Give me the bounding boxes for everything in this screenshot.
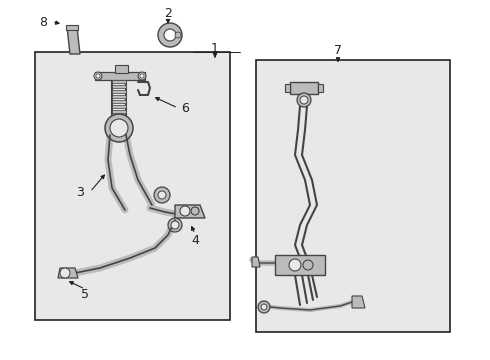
Polygon shape xyxy=(115,65,128,73)
Circle shape xyxy=(261,304,267,310)
Circle shape xyxy=(289,259,301,271)
Text: 1: 1 xyxy=(211,41,219,54)
Polygon shape xyxy=(318,84,323,92)
Circle shape xyxy=(171,221,179,229)
Polygon shape xyxy=(112,105,126,108)
Circle shape xyxy=(164,29,176,41)
Circle shape xyxy=(94,72,102,80)
Text: 5: 5 xyxy=(81,288,89,302)
Circle shape xyxy=(300,96,308,104)
Circle shape xyxy=(180,206,190,216)
Circle shape xyxy=(175,32,181,38)
Text: 3: 3 xyxy=(76,185,84,198)
Circle shape xyxy=(258,301,270,313)
Polygon shape xyxy=(112,95,126,98)
Text: 7: 7 xyxy=(334,44,342,57)
Circle shape xyxy=(96,74,100,78)
Circle shape xyxy=(158,191,166,199)
Polygon shape xyxy=(112,85,126,88)
Text: 2: 2 xyxy=(164,6,172,19)
Polygon shape xyxy=(67,27,80,54)
Text: 8: 8 xyxy=(39,15,47,28)
Text: 4: 4 xyxy=(191,234,199,247)
Polygon shape xyxy=(352,296,365,308)
Polygon shape xyxy=(58,268,78,278)
Circle shape xyxy=(140,74,144,78)
Polygon shape xyxy=(275,255,325,275)
Polygon shape xyxy=(252,257,260,267)
Circle shape xyxy=(303,260,313,270)
Text: 6: 6 xyxy=(181,102,189,114)
Circle shape xyxy=(158,23,182,47)
Circle shape xyxy=(60,268,70,278)
Circle shape xyxy=(297,93,311,107)
Polygon shape xyxy=(66,25,78,30)
Polygon shape xyxy=(112,80,126,83)
Polygon shape xyxy=(95,72,145,80)
Circle shape xyxy=(154,187,170,203)
Bar xyxy=(35,52,230,320)
Circle shape xyxy=(138,72,146,80)
Bar xyxy=(256,60,450,332)
Circle shape xyxy=(191,207,199,215)
Polygon shape xyxy=(112,110,126,113)
Polygon shape xyxy=(175,205,205,218)
Polygon shape xyxy=(112,115,126,118)
Polygon shape xyxy=(285,84,290,92)
Circle shape xyxy=(168,218,182,232)
Circle shape xyxy=(105,114,133,142)
Circle shape xyxy=(110,119,128,137)
Polygon shape xyxy=(112,90,126,93)
Polygon shape xyxy=(112,100,126,103)
Polygon shape xyxy=(290,82,318,94)
